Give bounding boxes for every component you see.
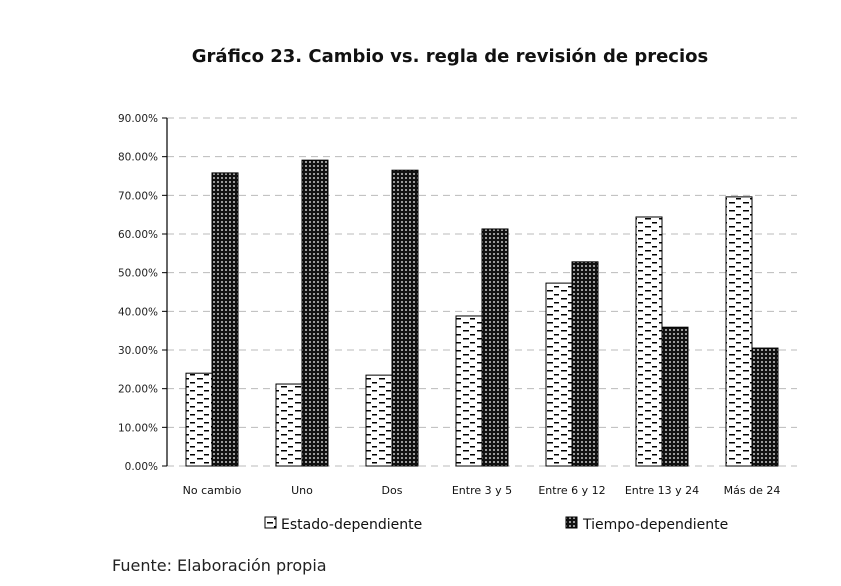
y-tick-label: 0.00% — [125, 461, 158, 473]
x-category-label: Entre 13 y 24 — [625, 484, 699, 497]
bar-tiempo-dependiente — [211, 172, 239, 467]
bar-tiempo-dependiente — [571, 261, 599, 467]
x-category-label: No cambio — [183, 484, 242, 497]
legend-label-estado: Estado-dependiente — [281, 517, 422, 533]
legend-item-estado: Estado-dependiente — [264, 516, 422, 533]
chart-title: Gráfico 23. Cambio vs. regla de revisión… — [191, 46, 709, 67]
x-category-label: Entre 6 y 12 — [538, 484, 605, 497]
bar-estado-dependiente — [365, 374, 393, 467]
x-category-label: Más de 24 — [724, 484, 781, 497]
y-tick-label: 20.00% — [118, 384, 158, 396]
legend-item-tiempo: Tiempo-dependiente — [565, 516, 728, 533]
y-tick-label: 40.00% — [118, 306, 158, 318]
y-tick-label: 80.00% — [118, 152, 158, 164]
y-axis: 0.00% 10.00% 20.00% 30.00% 40.00% 50.00% 60.00… — [118, 113, 168, 473]
legend-swatch-tiempo — [565, 516, 578, 529]
bar-estado-dependiente — [725, 196, 753, 467]
y-tick-label: 60.00% — [118, 229, 158, 241]
x-category-label: Uno — [291, 484, 313, 497]
bar-estado-dependiente — [185, 372, 213, 467]
bar-tiempo-dependiente — [751, 347, 779, 467]
y-tick-label: 30.00% — [118, 345, 158, 357]
bar-estado-dependiente — [455, 315, 483, 467]
x-category-label: Dos — [382, 484, 403, 497]
x-category-label: Entre 3 y 5 — [452, 484, 512, 497]
source-note: Fuente: Elaboración propia — [112, 556, 327, 575]
bar-tiempo-dependiente — [301, 159, 329, 467]
bars — [185, 159, 779, 467]
legend-swatch-estado — [264, 516, 277, 529]
bar-estado-dependiente — [635, 216, 663, 467]
bar-estado-dependiente — [545, 282, 573, 467]
legend-label-tiempo: Tiempo-dependiente — [582, 517, 728, 533]
bar-tiempo-dependiente — [481, 228, 509, 467]
y-tick-label: 50.00% — [118, 268, 158, 280]
legend: Estado-dependiente Tiempo-dependiente — [264, 516, 728, 533]
bar-estado-dependiente — [275, 383, 303, 467]
bar-tiempo-dependiente — [661, 326, 689, 467]
bar-tiempo-dependiente — [391, 169, 419, 467]
y-tick-label: 90.00% — [118, 113, 158, 125]
y-tick-label: 70.00% — [118, 190, 158, 202]
y-tick-label: 10.00% — [118, 422, 158, 434]
x-axis-labels: No cambio Uno Dos Entre 3 y 5 Entre 6 y 12 En… — [183, 484, 781, 497]
